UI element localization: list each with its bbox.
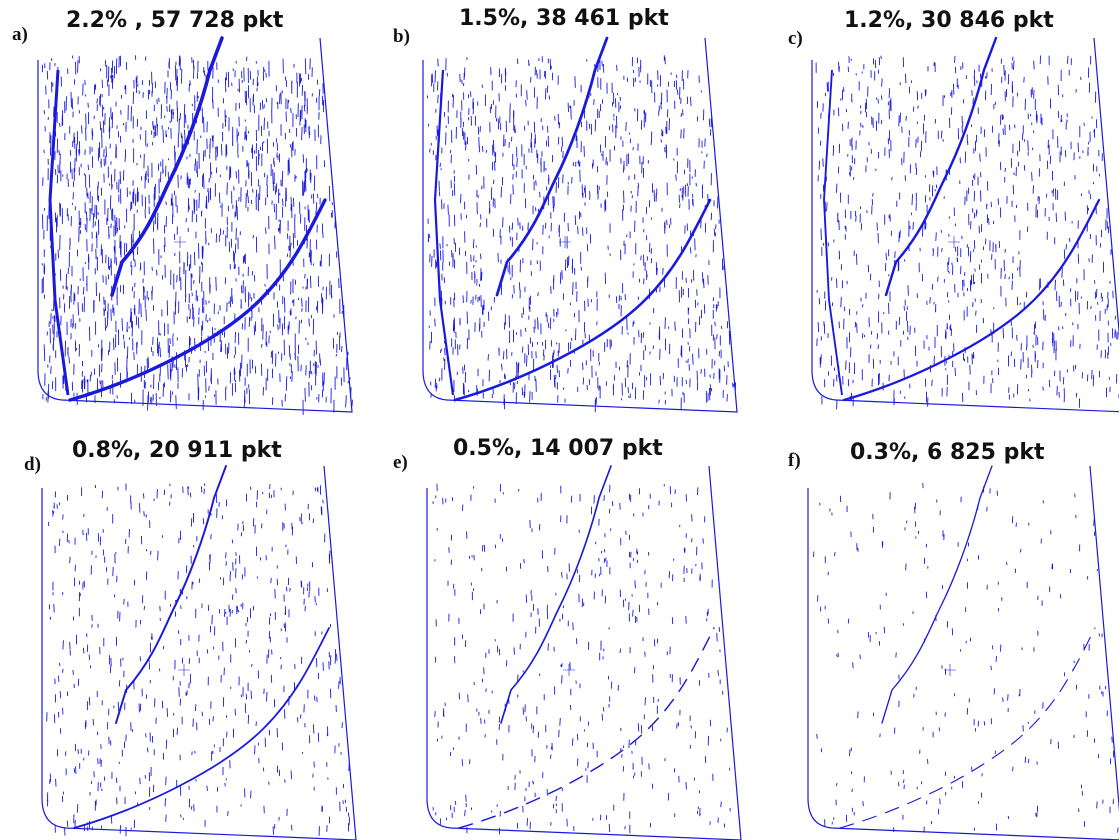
point-cloud-marks [41,465,357,840]
scatter-strokes [46,483,351,837]
center-cross [563,664,575,676]
point-cloud-map-d [41,465,357,840]
panel-title: 1.2%, 30 846 pkt [844,8,1054,33]
scatter-strokes [432,483,731,835]
panel-letter: b) [393,26,410,47]
panel-title: 0.5%, 14 007 pkt [453,436,663,461]
panel-letter: e) [393,452,408,473]
center-cross [174,236,186,248]
panel-title: 0.8%, 20 911 pkt [72,438,282,463]
center-cross [178,664,190,676]
diagonal-line [458,627,715,829]
panel-title: 0.3%, 6 825 pkt [850,440,1045,465]
panel-a: a) 2.2% , 57 728 pkt [0,0,373,420]
area-boundary [37,37,353,413]
area-boundary [811,37,1119,413]
point-cloud-map-a [37,36,353,415]
point-cloud-map-f [807,465,1119,840]
panel-b: b) 1.5%, 38 461 pkt [373,0,746,420]
panel-letter: f) [788,450,801,471]
scatter-strokes [815,55,1119,410]
diagonal-line [453,198,712,402]
point-cloud-marks [807,465,1119,840]
panel-title: 1.5%, 38 461 pkt [459,6,669,31]
panel-letter: d) [24,454,41,475]
ridge-line [495,36,609,297]
area-boundary [426,465,742,840]
point-cloud-map-e [426,465,742,840]
point-cloud-marks [426,465,742,840]
ridge-line [500,465,612,724]
scatter-strokes [426,55,737,413]
point-cloud-map-c [811,36,1119,413]
panel-letter: c) [788,28,803,49]
diagonal-line [842,198,1101,402]
left-line [823,69,843,396]
diagonal-line [73,627,330,829]
ridge-line [115,465,227,724]
area-boundary [807,465,1119,840]
panel-f: f) 0.3%, 6 825 pkt [746,420,1119,840]
point-cloud-marks [811,36,1119,413]
area-boundary [422,37,738,413]
area-boundary [41,465,357,840]
point-cloud-marks [37,36,353,415]
left-line [48,69,70,396]
left-line [433,69,455,396]
scatter-strokes [41,55,353,415]
center-cross [559,236,571,248]
panel-d: d) 0.8%, 20 911 pkt [0,420,373,840]
ridge-line [884,36,998,297]
center-cross [948,236,960,248]
point-cloud-map-b [422,36,738,413]
panel-e: e) 0.5%, 14 007 pkt [373,420,746,840]
panel-letter: a) [12,24,28,45]
scatter-strokes [813,482,1119,833]
ridge-line [881,465,993,724]
diagonal-line [839,627,1096,829]
ridge-line [110,36,224,297]
panel-title: 2.2% , 57 728 pkt [66,8,284,33]
panel-c: c) 1.2%, 30 846 pkt [746,0,1119,420]
point-cloud-marks [422,36,738,413]
